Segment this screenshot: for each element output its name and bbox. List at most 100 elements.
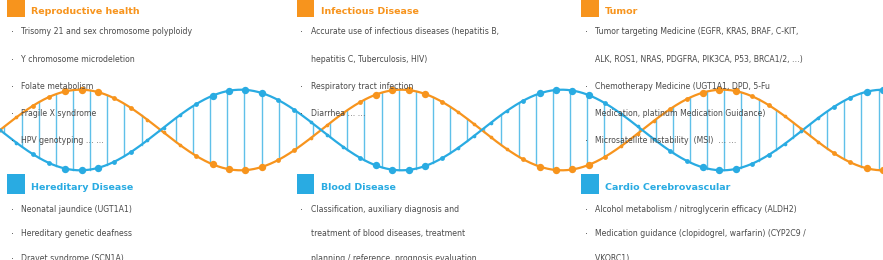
Point — [108, 96, 122, 100]
Text: Hereditary Disease: Hereditary Disease — [31, 183, 133, 192]
Point — [369, 93, 383, 97]
Text: ·: · — [585, 136, 587, 146]
Text: VKORC1)  … …: VKORC1) … … — [595, 254, 653, 260]
Point — [713, 88, 727, 92]
Point — [173, 113, 187, 117]
Point — [532, 164, 547, 168]
Point — [271, 158, 285, 162]
Point — [189, 102, 203, 106]
Text: Trisomy 21 and sex chromosome polyploidy: Trisomy 21 and sex chromosome polyploidy — [21, 27, 192, 36]
Point — [238, 168, 253, 172]
Point — [418, 164, 432, 168]
Point — [615, 144, 629, 148]
Point — [352, 155, 366, 160]
Text: Dravet syndrome (SCN1A): Dravet syndrome (SCN1A) — [21, 254, 124, 260]
Text: ·: · — [11, 27, 13, 37]
Point — [434, 157, 449, 161]
Point — [811, 116, 825, 121]
Text: planning / reference, prognosis evaluation: planning / reference, prognosis evaluati… — [311, 254, 477, 260]
Point — [859, 166, 873, 170]
Point — [778, 114, 792, 118]
Point — [222, 167, 236, 171]
Text: ·: · — [11, 55, 13, 64]
Text: ALK, ROS1, NRAS, PDGFRA, PIK3CA, P53, BRCA1/2, …): ALK, ROS1, NRAS, PDGFRA, PIK3CA, P53, BR… — [595, 55, 803, 64]
Point — [173, 143, 187, 147]
Text: ·: · — [300, 82, 303, 92]
Point — [745, 94, 759, 98]
Point — [663, 149, 677, 153]
Text: ·: · — [11, 254, 13, 260]
Point — [222, 89, 236, 93]
Point — [75, 88, 89, 92]
Point — [58, 89, 72, 94]
Point — [794, 127, 808, 131]
Point — [761, 103, 775, 107]
Point — [615, 112, 629, 116]
Text: Classification, auxiliary diagnosis and: Classification, auxiliary diagnosis and — [311, 205, 459, 214]
Point — [728, 89, 743, 93]
Point — [58, 166, 72, 171]
Text: ·: · — [300, 27, 303, 37]
Text: Medication, platinum Medication Guidance): Medication, platinum Medication Guidance… — [595, 109, 766, 118]
Point — [26, 152, 40, 156]
Point — [467, 134, 481, 138]
Text: Neonatal jaundice (UGT1A1): Neonatal jaundice (UGT1A1) — [21, 205, 132, 214]
Point — [761, 153, 775, 157]
Point — [418, 92, 432, 96]
Point — [189, 154, 203, 158]
Point — [451, 146, 465, 150]
Point — [91, 166, 105, 170]
Text: Fragile X syndrome: Fragile X syndrome — [21, 109, 96, 118]
FancyBboxPatch shape — [581, 0, 599, 17]
Point — [156, 130, 170, 134]
Text: ·: · — [11, 229, 13, 239]
Point — [91, 90, 105, 94]
Text: ·: · — [585, 205, 587, 214]
Text: Infectious Disease: Infectious Disease — [321, 6, 419, 16]
Text: ·: · — [11, 205, 13, 214]
Text: treatment of blood diseases, treatment: treatment of blood diseases, treatment — [311, 229, 465, 238]
Point — [876, 88, 883, 92]
Point — [565, 88, 579, 93]
Point — [320, 133, 334, 137]
Point — [811, 139, 825, 144]
Point — [826, 105, 841, 109]
Point — [140, 138, 155, 142]
Text: ·: · — [11, 82, 13, 92]
Point — [696, 165, 710, 170]
Text: hepatitis C, Tuberculosis, HIV): hepatitis C, Tuberculosis, HIV) — [311, 55, 427, 64]
Point — [500, 109, 514, 113]
Point — [517, 157, 531, 161]
Point — [42, 161, 57, 165]
Point — [647, 137, 661, 141]
Point — [826, 151, 841, 155]
Text: Blood Disease: Blood Disease — [321, 183, 396, 192]
Point — [385, 168, 399, 172]
Point — [385, 88, 399, 92]
Point — [517, 99, 531, 103]
Point — [26, 104, 40, 108]
Point — [843, 96, 857, 100]
Point — [369, 163, 383, 167]
Text: Hereditary genetic deafness: Hereditary genetic deafness — [21, 229, 132, 238]
FancyBboxPatch shape — [297, 0, 314, 17]
Point — [304, 120, 318, 124]
Text: HPV genotyping … …: HPV genotyping … … — [21, 136, 104, 146]
Point — [287, 148, 301, 152]
Point — [843, 160, 857, 164]
Point — [598, 101, 612, 105]
Point — [745, 162, 759, 166]
Point — [549, 168, 563, 172]
Point — [287, 108, 301, 112]
Text: Folate metabolism: Folate metabolism — [21, 82, 94, 91]
Point — [336, 145, 351, 149]
Point — [0, 128, 7, 132]
Text: ·: · — [585, 229, 587, 239]
Point — [647, 119, 661, 123]
Text: Y chromosome microdeletion: Y chromosome microdeletion — [21, 55, 135, 64]
Point — [140, 118, 155, 122]
Point — [778, 142, 792, 146]
Point — [254, 91, 268, 95]
Text: Tumor: Tumor — [605, 6, 638, 16]
Point — [859, 90, 873, 94]
